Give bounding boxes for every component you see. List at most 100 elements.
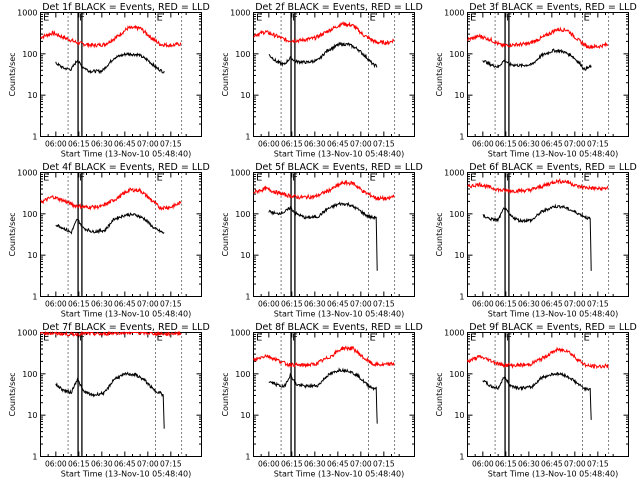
y-tick-label: 100 xyxy=(235,370,250,379)
lld-series-line xyxy=(253,345,395,369)
x-tick-label: 06:00 xyxy=(472,460,494,469)
x-tick-label: 06:30 xyxy=(518,460,540,469)
panel-title: Det 3f BLACK = Events, RED = LLD xyxy=(469,2,637,13)
x-tick-label: 06:00 xyxy=(45,300,67,309)
x-tick-label: 07:15 xyxy=(373,460,395,469)
x-tick-label: 07:00 xyxy=(350,460,372,469)
x-tick-label: 07:15 xyxy=(587,460,609,469)
lld-series-line xyxy=(40,330,182,338)
y-tick-label: 10 xyxy=(454,411,464,420)
y-axis-label: Counts/sec xyxy=(8,372,17,416)
y-tick-label: 1 xyxy=(32,133,37,142)
x-tick-label: 06:00 xyxy=(45,460,67,469)
marker-e: E xyxy=(584,13,590,24)
x-tick-label: 07:00 xyxy=(137,460,159,469)
y-axis-label: Counts/sec xyxy=(435,212,444,256)
x-tick-label: 07:00 xyxy=(564,140,586,149)
y-tick-label: 10 xyxy=(240,91,250,100)
y-axis-label: Counts/sec xyxy=(221,212,230,256)
y-tick-label: 100 xyxy=(449,370,464,379)
x-tick-label: 07:00 xyxy=(137,300,159,309)
y-tick-label: 10 xyxy=(240,411,250,420)
x-tick-label: 06:15 xyxy=(68,300,90,309)
marker-f: F xyxy=(79,173,85,184)
x-tick-label: 06:15 xyxy=(281,300,303,309)
y-tick-label: 100 xyxy=(22,210,37,219)
x-axis-label: Start Time (13-Nov-10 05:48:40) xyxy=(274,470,404,479)
lld-series-line xyxy=(40,187,182,212)
panel-title: Det 9f BLACK = Events, RED = LLD xyxy=(469,322,637,333)
y-axis-label: Counts/sec xyxy=(221,52,230,96)
plot-frame xyxy=(467,172,629,297)
x-tick-label: 06:15 xyxy=(281,460,303,469)
marker-e: E xyxy=(470,173,476,184)
x-tick-label: 06:45 xyxy=(114,300,136,309)
marker-e: E xyxy=(157,173,163,184)
x-tick-label: 06:45 xyxy=(541,140,563,149)
y-tick-label: 100 xyxy=(449,50,464,59)
x-axis-label: Start Time (13-Nov-10 05:48:40) xyxy=(61,150,191,159)
plot-frame xyxy=(467,332,629,457)
y-axis-label: Counts/sec xyxy=(435,52,444,96)
plot-frame xyxy=(253,332,415,457)
marker-f: F xyxy=(292,333,298,344)
events-series-line xyxy=(55,51,165,75)
y-tick-label: 10 xyxy=(27,411,37,420)
x-axis-label: Start Time (13-Nov-10 05:48:40) xyxy=(61,470,191,479)
marker-f: F xyxy=(292,13,298,24)
x-tick-label: 06:15 xyxy=(68,460,90,469)
lld-series-line xyxy=(467,26,609,50)
detector-panel-3: Det 3f BLACK = Events, RED = LLD 1 10 100 10… xyxy=(435,2,637,159)
y-tick-label: 1 xyxy=(245,133,250,142)
x-axis-label: Start Time (13-Nov-10 05:48:40) xyxy=(488,310,618,319)
x-axis-label: Start Time (13-Nov-10 05:48:40) xyxy=(274,310,404,319)
marker-e: E xyxy=(43,173,49,184)
y-tick-label: 1 xyxy=(32,293,37,302)
y-axis-label: Counts/sec xyxy=(8,212,17,256)
x-tick-label: 06:30 xyxy=(91,300,113,309)
x-tick-label: 06:45 xyxy=(541,300,563,309)
x-tick-label: 07:00 xyxy=(564,300,586,309)
x-tick-label: 06:15 xyxy=(495,300,517,309)
y-tick-label: 10 xyxy=(240,251,250,260)
events-series-line xyxy=(268,367,378,424)
y-tick-label: 100 xyxy=(235,50,250,59)
x-tick-label: 06:15 xyxy=(495,460,517,469)
events-series-line xyxy=(482,371,592,420)
y-tick-label: 10 xyxy=(27,251,37,260)
y-tick-label: 1000 xyxy=(230,329,250,338)
x-tick-label: 07:15 xyxy=(160,460,182,469)
marker-e: E xyxy=(370,173,376,184)
x-tick-label: 07:00 xyxy=(564,460,586,469)
marker-e: E xyxy=(157,333,163,344)
y-tick-label: 1 xyxy=(245,293,250,302)
detector-panel-1: Det 1f BLACK = Events, RED = LLD 1 10 100 10… xyxy=(8,2,210,159)
detector-panel-6: Det 6f BLACK = Events, RED = LLD 1 10 100 10… xyxy=(435,162,637,319)
plot-frame xyxy=(253,12,415,137)
events-series-line xyxy=(55,212,165,235)
marker-f: F xyxy=(506,173,512,184)
x-tick-label: 06:45 xyxy=(541,460,563,469)
x-tick-label: 06:00 xyxy=(472,300,494,309)
detector-panel-9: Det 9f BLACK = Events, RED = LLD 1 10 100 10… xyxy=(435,322,637,479)
y-tick-label: 1000 xyxy=(230,169,250,178)
x-tick-label: 06:30 xyxy=(304,140,326,149)
x-tick-label: 06:45 xyxy=(327,460,349,469)
x-axis-label: Start Time (13-Nov-10 05:48:40) xyxy=(488,470,618,479)
y-tick-label: 100 xyxy=(22,50,37,59)
x-tick-label: 06:30 xyxy=(91,460,113,469)
x-tick-label: 06:00 xyxy=(45,140,67,149)
x-tick-label: 07:15 xyxy=(373,300,395,309)
detector-panel-7: Det 7f BLACK = Events, RED = LLD 1 10 100 10… xyxy=(8,322,210,479)
x-tick-label: 07:15 xyxy=(160,300,182,309)
x-tick-label: 06:15 xyxy=(495,140,517,149)
x-tick-label: 06:45 xyxy=(114,460,136,469)
x-axis-label: Start Time (13-Nov-10 05:48:40) xyxy=(61,310,191,319)
y-tick-label: 10 xyxy=(27,91,37,100)
marker-f: F xyxy=(506,333,512,344)
plot-frame xyxy=(40,172,202,297)
lld-series-line xyxy=(467,346,609,370)
x-tick-label: 07:00 xyxy=(350,140,372,149)
marker-e: E xyxy=(370,333,376,344)
